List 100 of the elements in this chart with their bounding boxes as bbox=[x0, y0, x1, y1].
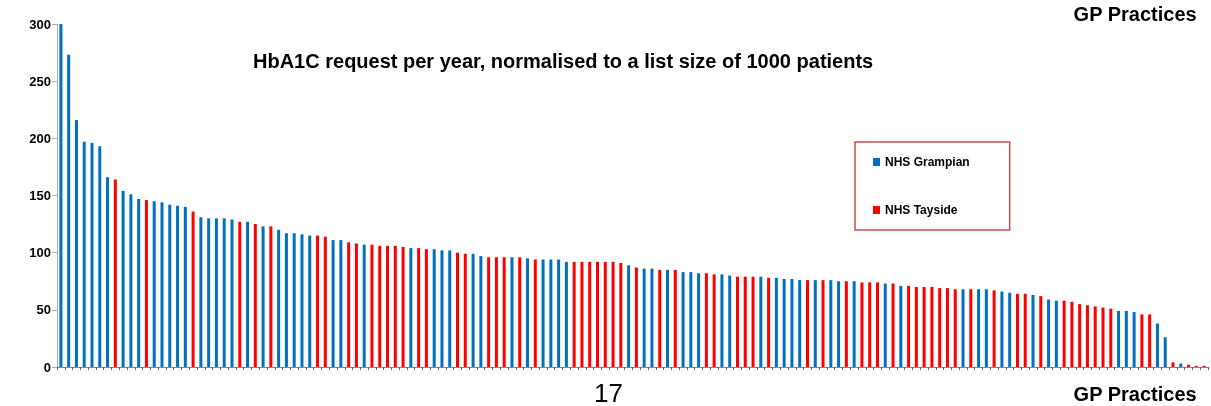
bar bbox=[510, 257, 514, 367]
bar bbox=[619, 262, 623, 367]
bar bbox=[1171, 362, 1175, 367]
bar bbox=[121, 190, 125, 367]
bar bbox=[564, 261, 568, 367]
bar bbox=[868, 282, 872, 367]
bar bbox=[603, 261, 607, 367]
bar bbox=[74, 120, 78, 367]
bar bbox=[1000, 291, 1004, 367]
bar bbox=[588, 261, 592, 367]
bar bbox=[526, 258, 530, 367]
bar bbox=[82, 141, 86, 367]
text: 17 bbox=[594, 378, 623, 406]
bar bbox=[284, 233, 288, 367]
y-tick-label: 300 bbox=[29, 16, 51, 32]
y-tick-label: 150 bbox=[29, 188, 51, 203]
bar bbox=[207, 218, 211, 367]
bar bbox=[230, 219, 234, 367]
bar bbox=[214, 218, 218, 367]
bar bbox=[977, 289, 981, 367]
bar bbox=[728, 275, 732, 367]
bar bbox=[1023, 293, 1027, 367]
y-tick-label: 0 bbox=[43, 359, 51, 375]
bar bbox=[720, 274, 724, 367]
bar bbox=[253, 224, 257, 367]
bar bbox=[922, 286, 926, 367]
bar bbox=[961, 289, 965, 367]
bar bbox=[424, 249, 428, 367]
bar bbox=[354, 243, 358, 367]
bar bbox=[1078, 304, 1082, 367]
bar bbox=[790, 278, 794, 367]
bar bbox=[456, 252, 460, 367]
bar bbox=[743, 276, 747, 367]
bar bbox=[938, 288, 942, 367]
bar bbox=[1124, 310, 1128, 367]
bar bbox=[580, 261, 584, 367]
bar bbox=[323, 236, 327, 367]
bar bbox=[945, 288, 949, 367]
bar bbox=[557, 259, 561, 367]
bar bbox=[829, 280, 833, 367]
bar bbox=[704, 273, 708, 367]
bar bbox=[852, 281, 856, 367]
bar bbox=[1008, 292, 1012, 367]
bar bbox=[1070, 301, 1074, 367]
text: HbA1C request per year, normalised to a list size of 1000 patients bbox=[253, 50, 874, 72]
bar bbox=[712, 274, 716, 367]
bar bbox=[541, 259, 545, 367]
bar bbox=[549, 259, 553, 367]
bar bbox=[1117, 310, 1121, 367]
bar bbox=[168, 204, 172, 367]
bar bbox=[658, 269, 662, 367]
bar bbox=[300, 234, 304, 367]
bar bbox=[339, 240, 343, 367]
bar bbox=[782, 278, 786, 367]
bar bbox=[246, 221, 250, 367]
bar bbox=[277, 229, 281, 367]
bar bbox=[90, 142, 94, 367]
bar bbox=[634, 267, 638, 367]
bar bbox=[448, 250, 452, 367]
bar bbox=[1132, 312, 1136, 367]
legend-label: NHS Grampian bbox=[885, 155, 970, 169]
bar bbox=[199, 217, 203, 367]
bar bbox=[611, 261, 615, 367]
bar bbox=[844, 281, 848, 367]
bar bbox=[805, 280, 809, 367]
bar bbox=[479, 256, 483, 367]
bar bbox=[837, 281, 841, 367]
bar bbox=[681, 272, 685, 367]
bar bbox=[1054, 300, 1058, 367]
y-tick-label: 250 bbox=[29, 73, 51, 89]
bar bbox=[907, 285, 911, 367]
bar bbox=[331, 240, 335, 367]
bar bbox=[673, 269, 677, 367]
bar bbox=[759, 276, 763, 367]
bar bbox=[984, 289, 988, 367]
bar bbox=[1148, 314, 1152, 367]
bar bbox=[1155, 323, 1159, 367]
bar bbox=[1031, 294, 1035, 367]
bar bbox=[518, 257, 522, 367]
bar bbox=[393, 245, 397, 367]
bar bbox=[899, 285, 903, 367]
x-axis-title: GP Practices bbox=[1073, 383, 1197, 405]
bar bbox=[160, 202, 164, 367]
bar bbox=[308, 235, 312, 367]
bar bbox=[137, 198, 141, 367]
bar bbox=[176, 205, 180, 367]
bar bbox=[502, 257, 506, 367]
bar bbox=[417, 248, 421, 367]
bar bbox=[362, 244, 366, 367]
bar bbox=[401, 246, 405, 367]
bar bbox=[1109, 308, 1113, 367]
bar bbox=[222, 218, 226, 367]
bar bbox=[269, 226, 273, 367]
bar bbox=[98, 146, 102, 367]
bar bbox=[370, 244, 374, 367]
bar bbox=[261, 226, 265, 367]
y-tick-label: 50 bbox=[36, 302, 51, 318]
bar bbox=[1039, 296, 1043, 367]
bar bbox=[409, 248, 413, 367]
legend-label: NHS Tayside bbox=[885, 203, 958, 217]
